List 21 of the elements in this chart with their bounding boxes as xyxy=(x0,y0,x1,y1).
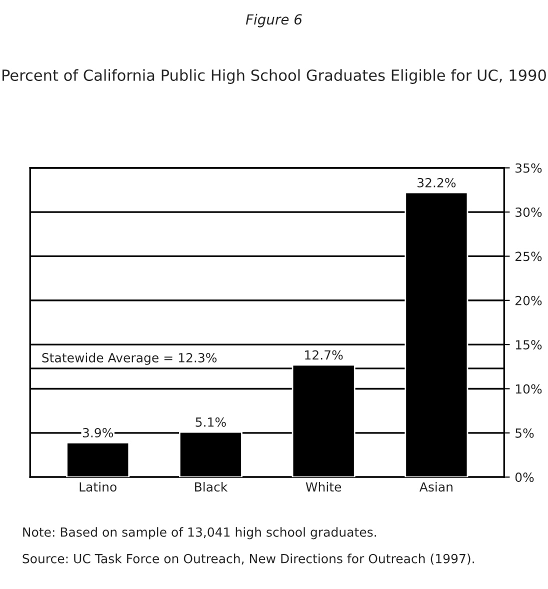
x-tick-label: Latino xyxy=(80,482,116,492)
y-tick-label: 0% xyxy=(515,472,534,482)
x-tick-label: Asian xyxy=(419,482,452,492)
ref-line-label: Statewide Average = 12.3% xyxy=(42,352,217,365)
y-tick-label: 35% xyxy=(516,163,542,173)
data-label: 5.1% xyxy=(196,417,226,427)
y-tick-label: 15% xyxy=(516,340,542,350)
x-tick-label: Black xyxy=(195,482,228,492)
x-tick-label: White xyxy=(306,482,342,492)
data-label: 32.2% xyxy=(418,178,456,188)
data-label: 12.7% xyxy=(305,350,343,360)
y-tick-label: 25% xyxy=(515,252,542,262)
source-note: Source: UC Task Force on Outreach, New Directions for Outreach (1997). xyxy=(22,554,474,565)
chart-subtitle: Percent of California Public High School Graduates Eligible for UC, 1990 xyxy=(2,69,546,84)
chart-title: Figure 6 xyxy=(246,14,302,28)
y-tick-label: 20% xyxy=(515,296,542,306)
text: Note: Based on sample of 13,041 high school graduates. xyxy=(23,527,376,540)
y-tick-label: 10% xyxy=(516,384,542,394)
data-label: 3.9% xyxy=(82,428,114,438)
y-tick-label: 30% xyxy=(516,208,542,217)
y-tick-label: 5% xyxy=(516,428,534,438)
